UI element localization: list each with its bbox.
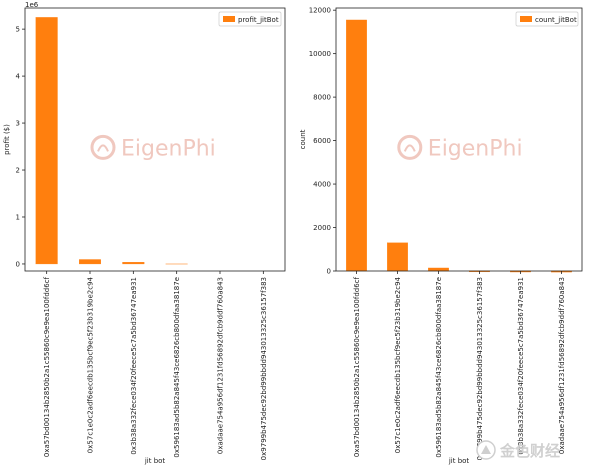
legend-label: count_jitBot <box>535 16 577 24</box>
legend-swatch <box>520 16 532 22</box>
y-tick-label: 12000 <box>309 7 331 15</box>
y-tick-label: 4000 <box>313 181 331 189</box>
x-tick-label: 0xadaae754a956df1231fd56892dfcb9ddf760a8… <box>217 277 225 454</box>
x-tick-label: 0x596183ad5b82a845f43ce6826cb800dfaa3818… <box>173 277 181 458</box>
watermark-text: EigenPhi <box>428 136 523 161</box>
legend-label: profit_jitBot <box>238 16 279 24</box>
legend-swatch <box>223 16 235 22</box>
y-tick-label: 2 <box>16 167 20 175</box>
y-tick-label: 3 <box>16 120 20 128</box>
y-tick-label: 2000 <box>313 224 331 232</box>
watermark-1: EigenPhi <box>90 134 216 161</box>
bar-1 <box>346 19 367 272</box>
badge-logo-mark-icon <box>481 445 491 454</box>
x-tick-label: 0x9799b475dec92bd99bbdd943013325c36157f3… <box>476 277 484 460</box>
bar-2 <box>387 242 408 272</box>
legend-box <box>515 11 579 27</box>
y-tick-label: 5 <box>16 26 20 34</box>
y-tick-label: 1 <box>16 213 20 221</box>
y-tick-label: 4 <box>16 73 21 81</box>
y-scale-label: 1e6 <box>25 1 39 9</box>
x-tick-label: 0x57c1e0c2adf6eecdb135bcf9ec5f23b319be2c… <box>87 276 95 453</box>
x-tick-label: 0xadaae754a956df1231fd56892dfcb9ddf760a8… <box>558 277 566 454</box>
y-axis-label: profit ($) <box>3 124 11 155</box>
watermark-layer: EigenPhi EigenPhi <box>90 134 523 161</box>
watermark-logo-icon <box>397 134 423 160</box>
chart-1: 0 1 2 3 4 5 1e6 0xa57bd00134b2850b2a1c55860c9e9… <box>3 1 286 465</box>
plot-frame <box>24 7 286 272</box>
y-tick-label: 8000 <box>313 94 331 102</box>
x-tick-label: 0x3b38a332fece034f20feece5c7a5bd36747ea9… <box>130 277 138 455</box>
x-tick-label: 0xa57bd00134b2850b2a1c55860c9e9ea100fdd6… <box>43 276 51 457</box>
x-tick-label: 0x57c1e0c2adf6eecdb135bcf9ec5f23b319be2c… <box>394 276 402 453</box>
badge-text: 金色财经 <box>499 442 560 460</box>
x-tick-label: 0x9799b475dec92bd99bbdd943013325c36157f3… <box>260 277 268 460</box>
x-tick-label: 0x596183ad5b82a845f43ce6826cb800dfaa3818… <box>435 277 443 458</box>
y-tick-label: 6000 <box>313 137 331 145</box>
watermark-logo-icon <box>90 134 116 160</box>
watermark-logo-flame-icon <box>97 144 109 152</box>
charts-layer: 0 1 2 3 4 5 1e6 0xa57bd00134b2850b2a1c55860c9e9… <box>3 1 583 465</box>
bar-2 <box>79 259 101 265</box>
y-tick-label: 0 <box>16 260 20 268</box>
x-tick-label: 0xa57bd00134b2850b2a1c55860c9e9ea100fdd6… <box>353 276 361 457</box>
legend-box <box>218 11 282 27</box>
x-tick-label: 0x3b38a332fece034f20feece5c7a5bd36747ea9… <box>517 277 525 455</box>
x-axis-label: jit bot <box>448 457 470 465</box>
bar-3 <box>122 262 145 265</box>
x-axis-label: jit bot <box>144 457 166 465</box>
bar-3 <box>428 267 449 272</box>
bar-1 <box>35 17 58 265</box>
legend: count_jitBot <box>515 11 579 27</box>
watermark-2: EigenPhi <box>397 134 523 161</box>
y-axis-label: count <box>299 129 307 149</box>
watermark-logo-flame-icon <box>403 144 416 152</box>
legend: profit_jitBot <box>218 11 282 27</box>
corner-badge: 金色财经 <box>476 440 560 460</box>
chart-2: 0 2000 4000 6000 8000 10000 12000 0xa57bd00134b… <box>299 7 583 465</box>
y-tick-label: 10000 <box>309 50 331 58</box>
bar-4 <box>165 263 188 265</box>
plot-frame <box>335 7 583 272</box>
y-tick-label: 0 <box>327 268 331 276</box>
watermark-text: EigenPhi <box>121 136 216 161</box>
